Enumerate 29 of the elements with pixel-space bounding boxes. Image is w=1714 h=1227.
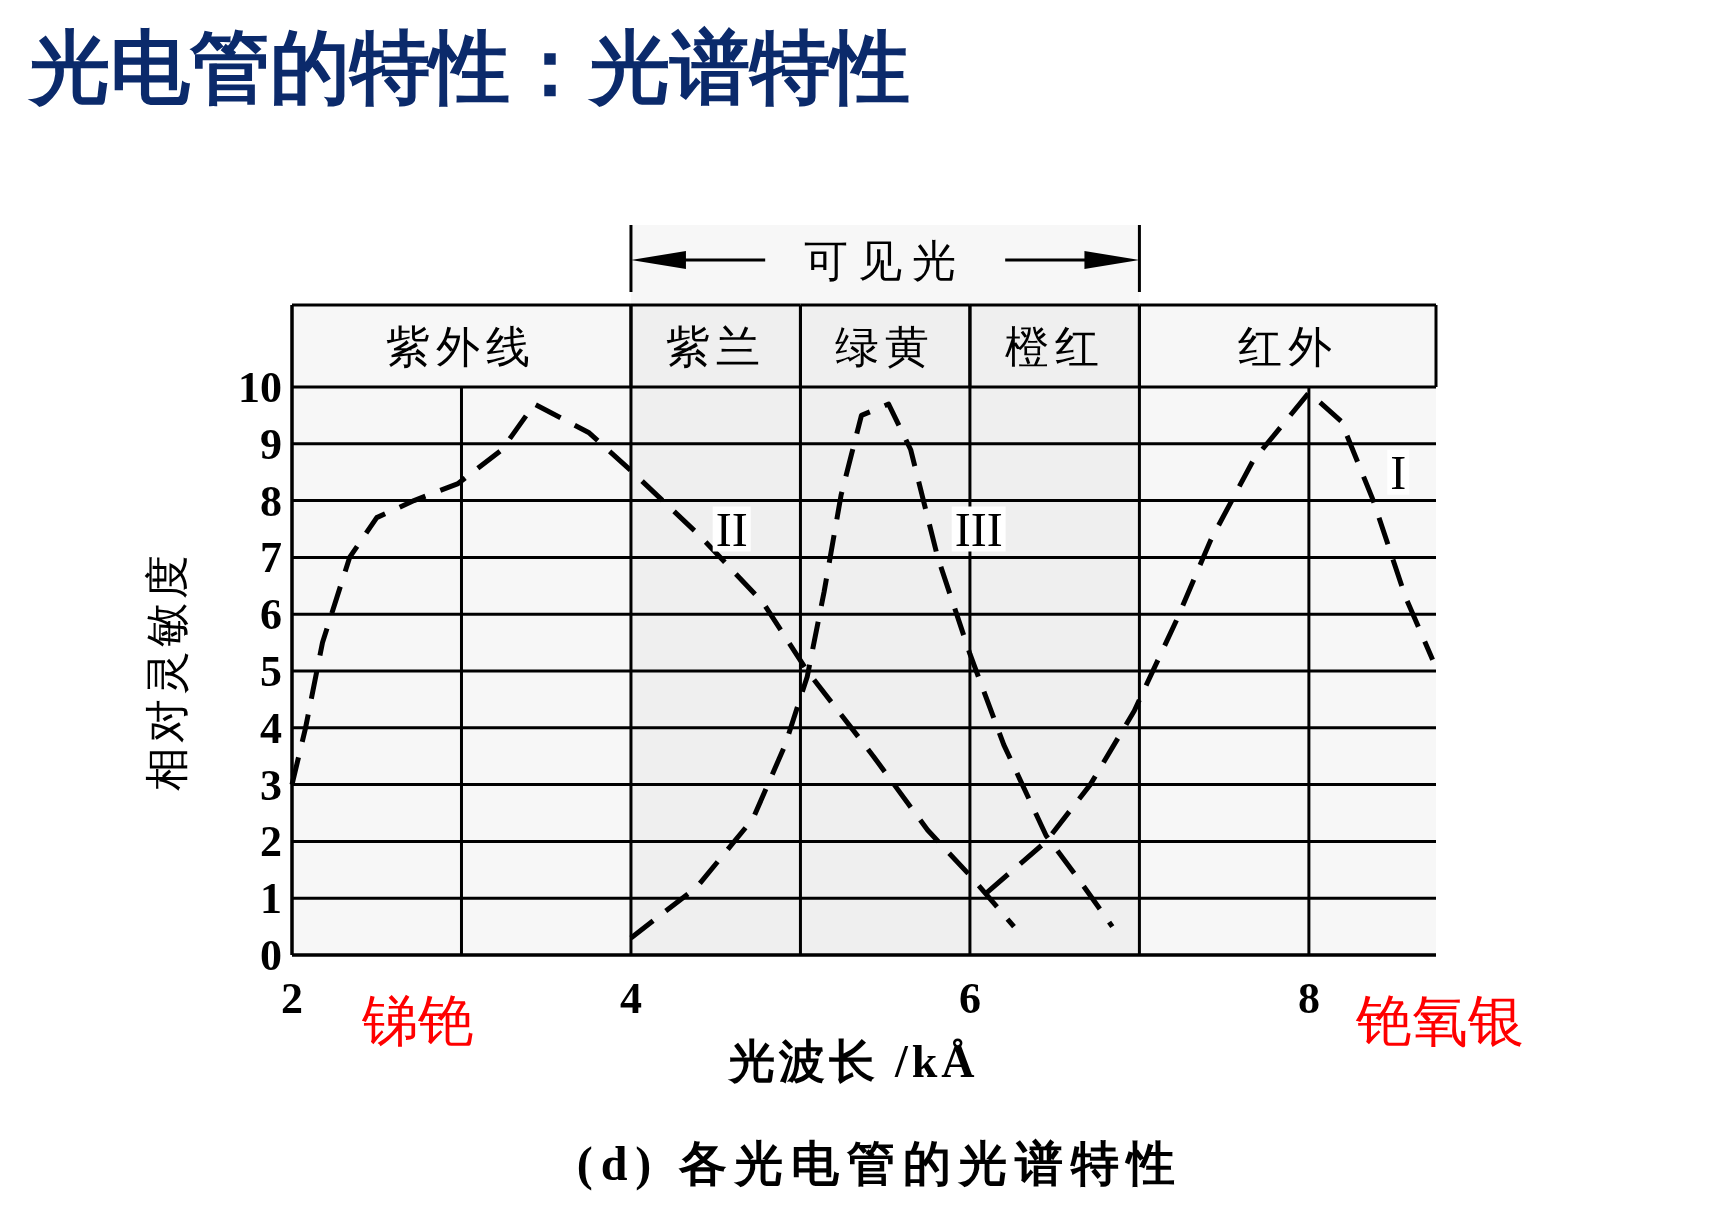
series-label: I [1390,445,1407,499]
y-tick-label: 9 [260,419,282,469]
band-label: 红外 [1237,323,1338,372]
text: (d) 各光电管的光谱特性 [576,1137,1184,1191]
x-tick-label: 4 [619,974,642,1023]
y-tick-label: 7 [260,533,282,583]
chart-title: 光电管的特性：光谱特性 [27,21,910,114]
y-tick-label: 4 [260,703,282,753]
x-axis-title: 光波长 /kÅ [727,1036,979,1087]
y-tick-label: 2 [260,817,282,867]
text: 锑铯 [361,990,474,1052]
y-tick-label: 10 [238,363,282,412]
band-label: 绿黄 [835,323,936,372]
y-tick-label: 3 [260,760,282,810]
y-tick-label: 8 [260,476,282,526]
series-label: II [715,502,748,556]
y-axis-title: 相对灵敏度 [143,551,192,791]
series-label: III [954,502,1003,556]
y-tick-label: 6 [260,590,282,640]
x-tick-label: 8 [1297,974,1320,1023]
y-tick-label: 5 [260,647,282,696]
band-label: 紫外线 [386,323,537,372]
y-tick-label: 1 [260,874,282,924]
band-label: 可见光 [804,237,967,286]
y-tick-label: 0 [260,931,282,980]
x-tick-label: 6 [958,974,981,1023]
text: 铯氧银 [1355,990,1524,1052]
band-label: 橙红 [1004,323,1105,372]
band-label: 紫兰 [665,323,766,372]
